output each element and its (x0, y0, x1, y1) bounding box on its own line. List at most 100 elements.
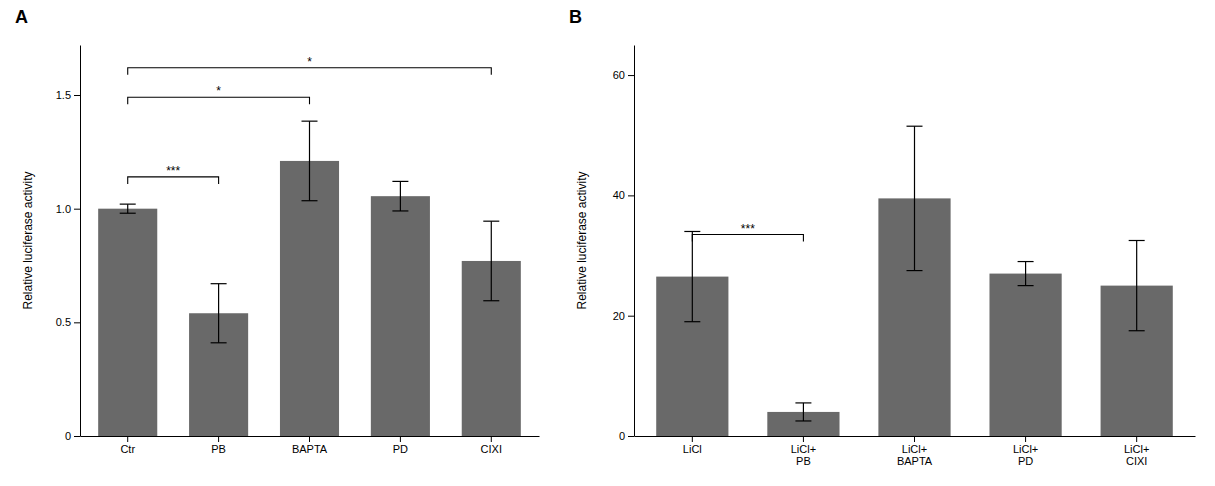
error-bar-line (914, 126, 915, 270)
y-axis-label: Relative luciferase activity (575, 171, 589, 309)
tick-mark (1025, 436, 1026, 442)
tick-label: CIXI (481, 443, 502, 455)
tick-label: LiCl+CIXI (1124, 443, 1149, 468)
error-bar (120, 204, 136, 213)
panel-label: A (15, 7, 28, 27)
tick: Ctr (120, 436, 135, 455)
tick-mark (803, 436, 804, 442)
tick-label: 1.5 (56, 89, 71, 101)
error-bar-line (1129, 330, 1145, 331)
tick-label: BAPTA (292, 443, 328, 455)
tick-mark (400, 436, 401, 442)
error-bar-line (302, 200, 318, 201)
tick: 0 (65, 430, 80, 442)
error-bar (907, 126, 923, 270)
tick-mark (692, 436, 693, 442)
error-bar (684, 231, 700, 321)
axis-line (80, 46, 81, 437)
error-bar-line (795, 420, 811, 421)
error-bar-line (1129, 240, 1145, 241)
tick-label: 0 (619, 430, 625, 442)
tick-label: 20 (613, 310, 625, 322)
error-bar-line (309, 121, 310, 201)
tick-mark (74, 436, 80, 437)
significance-bracket (692, 234, 803, 241)
significance-label: * (307, 55, 312, 69)
error-bar (211, 284, 227, 343)
y-axis: 0 0.5 1.0 1.5 (56, 46, 81, 443)
error-bar-line (218, 284, 219, 343)
error-bar (302, 121, 318, 201)
significance-label: *** (166, 164, 180, 178)
error-bar-line (907, 126, 923, 127)
tick-label: PD (393, 443, 408, 455)
tick-mark (74, 95, 80, 96)
tick-label: LiCl (683, 443, 702, 455)
tick: 1.0 (56, 203, 80, 215)
tick-label: LiCl+BAPTA (897, 443, 933, 468)
error-bar-line (400, 181, 401, 211)
tick-label: 0 (65, 430, 71, 442)
tick: 60 (613, 69, 634, 81)
tick-mark (628, 316, 634, 317)
error-bar-line (483, 300, 499, 301)
tick: 0 (619, 430, 634, 442)
tick: CIXI (481, 436, 502, 455)
y-axis: 0204060 (613, 46, 635, 443)
error-bar (483, 221, 499, 301)
error-bar-line (692, 231, 693, 321)
tick: PD (393, 436, 408, 455)
error-bar-line (1025, 262, 1026, 286)
panel: CtrPBBAPTAPDCIXI00.51.01.5Relative lucif… (15, 7, 540, 455)
error-bar (1129, 241, 1145, 331)
error-bar (795, 403, 811, 421)
bar (989, 274, 1061, 436)
error-bar-line (302, 121, 318, 122)
significance-bracket (128, 68, 492, 75)
error-bar-line (1018, 285, 1034, 286)
error-bar-line (491, 221, 492, 301)
error-bar-line (795, 402, 811, 403)
significance-label: *** (741, 222, 755, 236)
tick-mark (1136, 436, 1137, 442)
tick: PB (211, 436, 226, 455)
tick-mark (309, 436, 310, 442)
chart: Ctr PB BAPTA PD CIXI 0 0.5 1.0 1.5 Relative lucif… (0, 0, 1215, 486)
tick-mark (628, 75, 634, 76)
tick-mark (491, 436, 492, 442)
tick-label: 0.5 (56, 316, 71, 328)
tick-label: PB (211, 443, 226, 455)
error-bar-line (211, 342, 227, 343)
error-bar-line (211, 283, 227, 284)
tick: 20 (613, 310, 634, 322)
panel-label: B (569, 7, 582, 27)
error-bar-line (684, 231, 700, 232)
tick: 0.5 (56, 316, 80, 328)
error-bar (1018, 262, 1034, 286)
error-bar-line (392, 181, 408, 182)
tick-mark (127, 436, 128, 442)
error-bar-line (907, 270, 923, 271)
tick-label: 1.0 (56, 203, 71, 215)
tick: LiCl+BAPTA (897, 436, 933, 467)
tick-label: 60 (613, 69, 625, 81)
error-bar-line (803, 403, 804, 421)
marks (98, 121, 521, 436)
x-axis: Ctr PB BAPTA PD CIXI (81, 436, 540, 455)
tick-mark (628, 436, 634, 437)
tick-mark (74, 209, 80, 210)
error-bar-line (1136, 241, 1137, 331)
tick-mark (218, 436, 219, 442)
error-bar (392, 181, 408, 211)
axis-line (634, 46, 635, 437)
x-axis: LiClLiCl+PBLiCl+BAPTALiCl+PDLiCl+CIXI (635, 436, 1196, 467)
tick: LiCl+CIXI (1124, 436, 1149, 467)
significance-label: * (216, 84, 221, 98)
marks (656, 126, 1173, 436)
error-bar-line (483, 221, 499, 222)
tick-label: Ctr (120, 443, 135, 455)
error-bar-line (120, 213, 136, 214)
bar (280, 161, 339, 436)
error-bar-line (127, 204, 128, 213)
tick-mark (74, 322, 80, 323)
